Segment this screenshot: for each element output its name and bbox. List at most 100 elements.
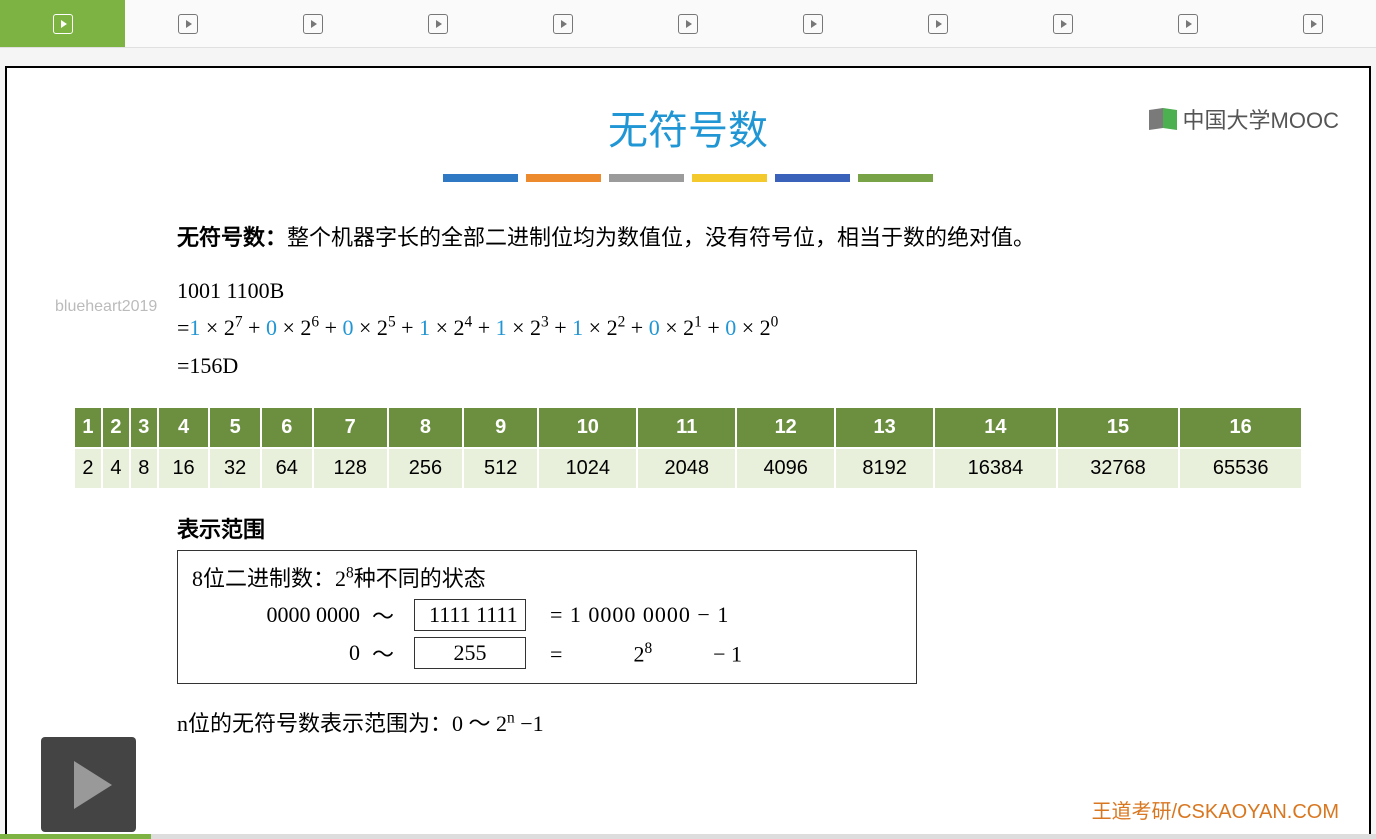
table-header-cell: 2 (102, 407, 130, 448)
table-value-cell: 1024 (538, 448, 637, 489)
table-header-cell: 10 (538, 407, 637, 448)
table-header-cell: 16 (1179, 407, 1302, 448)
table-header-cell: 12 (736, 407, 835, 448)
book-icon (1149, 109, 1177, 129)
play-box-icon (1053, 14, 1073, 34)
play-box-icon (553, 14, 573, 34)
video-chapter-tab[interactable] (1126, 0, 1251, 47)
tilde-2: ～ (372, 637, 394, 669)
footer-brand: 王道考研/CSKAOYAN.COM (1092, 795, 1339, 824)
range-r1-box: 1111 1111 (414, 599, 526, 631)
color-bar (692, 174, 767, 182)
title-color-bars (7, 174, 1369, 182)
formula-line-2: =1 × 27 + 0 × 26 + 0 × 25 + 1 × 24 + 1 ×… (177, 309, 1369, 346)
table-header-cell: 4 (158, 407, 210, 448)
table-value-cell: 65536 (1179, 448, 1302, 489)
play-icon (74, 761, 112, 809)
video-chapter-tab[interactable] (625, 0, 750, 47)
video-chapter-tab[interactable] (876, 0, 1001, 47)
range-r1-left: 0000 0000 (192, 602, 360, 628)
video-chapter-tab[interactable] (125, 0, 250, 47)
play-box-icon (178, 14, 198, 34)
table-value-cell: 32768 (1057, 448, 1180, 489)
definition-body: 整个机器字长的全部二进制位均为数值位，没有符号位，相当于数的绝对值。 (287, 225, 1035, 250)
table-header-cell: 14 (934, 407, 1057, 448)
video-progress-bar[interactable] (0, 834, 1376, 839)
color-bar (526, 174, 601, 182)
color-bar (609, 174, 684, 182)
powers-of-two-table: 12345678910111213141516 2481632641282565… (73, 406, 1303, 490)
play-box-icon (303, 14, 323, 34)
table-value-cell: 512 (463, 448, 538, 489)
table-value-cell: 8192 (835, 448, 934, 489)
table-header-cell: 8 (388, 407, 463, 448)
play-button[interactable] (41, 737, 136, 832)
table-header-row: 12345678910111213141516 (74, 407, 1302, 448)
table-value-cell: 8 (130, 448, 158, 489)
table-value-cell: 32 (209, 448, 261, 489)
progress-fill (0, 834, 151, 839)
video-chapter-tab[interactable] (375, 0, 500, 47)
slide-content: 中国大学MOOC 无符号数 无符号数：整个机器字长的全部二进制位均为数值位，没有… (7, 68, 1369, 834)
range-row-1: 0000 0000 ～ 1111 1111 = 1 0000 0000 − 1 (192, 599, 902, 631)
n-formula-prefix: n位的无符号数表示范围为：0 ～ 2 (177, 711, 507, 736)
video-chapter-tab[interactable] (0, 0, 125, 47)
range-r1-eq: = 1 0000 0000 − 1 (550, 602, 729, 628)
table-header-cell: 15 (1057, 407, 1180, 448)
table-header-cell: 3 (130, 407, 158, 448)
table-value-cell: 4096 (736, 448, 835, 489)
table-value-cell: 64 (261, 448, 313, 489)
table-value-cell: 2048 (637, 448, 736, 489)
table-value-cell: 2 (74, 448, 102, 489)
table-header-cell: 13 (835, 407, 934, 448)
definition-label: 无符号数： (177, 225, 287, 250)
video-tab-bar (0, 0, 1376, 48)
range-description: 8位二进制数：28种不同的状态 (192, 561, 902, 593)
video-chapter-tab[interactable] (500, 0, 625, 47)
play-box-icon (1178, 14, 1198, 34)
mooc-logo: 中国大学MOOC (1149, 103, 1339, 135)
range-desc-prefix: 8位二进制数： (192, 566, 335, 591)
table-header-cell: 7 (313, 407, 388, 448)
definition-text: 无符号数：整个机器字长的全部二进制位均为数值位，没有符号位，相当于数的绝对值。 (177, 220, 1369, 252)
color-bar (775, 174, 850, 182)
table-header-cell: 1 (74, 407, 102, 448)
video-chapter-tab[interactable] (1251, 0, 1376, 47)
range-base: 2 (335, 566, 346, 591)
range-exp: 8 (346, 565, 354, 582)
play-box-icon (428, 14, 448, 34)
video-chapter-tab[interactable] (751, 0, 876, 47)
range-row-2: 0 ～ 255 = 28 − 1 (192, 637, 902, 669)
play-box-icon (678, 14, 698, 34)
table-header-cell: 5 (209, 407, 261, 448)
table-value-cell: 16 (158, 448, 210, 489)
table-value-row: 2481632641282565121024204840968192163843… (74, 448, 1302, 489)
color-bar (858, 174, 933, 182)
video-player-frame: 中国大学MOOC 无符号数 无符号数：整个机器字长的全部二进制位均为数值位，没有… (5, 66, 1371, 836)
n-formula-suffix: −1 (515, 711, 544, 736)
video-chapter-tab[interactable] (250, 0, 375, 47)
table-header-cell: 6 (261, 407, 313, 448)
color-bar (443, 174, 518, 182)
range-box: 8位二进制数：28种不同的状态 0000 0000 ～ 1111 1111 = … (177, 550, 917, 684)
range-desc-suffix: 种不同的状态 (354, 566, 486, 591)
mooc-logo-text: 中国大学MOOC (1183, 103, 1339, 135)
range-r2-eq: = 28 − 1 (550, 640, 742, 667)
table-value-cell: 4 (102, 448, 130, 489)
play-box-icon (1303, 14, 1323, 34)
table-value-cell: 16384 (934, 448, 1057, 489)
watermark-text: blueheart2019 (55, 298, 157, 316)
table-header-cell: 11 (637, 407, 736, 448)
range-r2-left: 0 (192, 640, 360, 666)
play-box-icon (53, 14, 73, 34)
range-r2-box: 255 (414, 637, 526, 669)
video-chapter-tab[interactable] (1001, 0, 1126, 47)
play-box-icon (928, 14, 948, 34)
table-value-cell: 256 (388, 448, 463, 489)
play-box-icon (803, 14, 823, 34)
formula-line-3: =156D (177, 347, 1369, 384)
n-bit-formula: n位的无符号数表示范围为：0 ～ 2n −1 (177, 706, 1369, 738)
range-heading: 表示范围 (177, 512, 1369, 544)
formula-line-1: 1001 1100B (177, 272, 1369, 309)
tilde-1: ～ (372, 599, 394, 631)
